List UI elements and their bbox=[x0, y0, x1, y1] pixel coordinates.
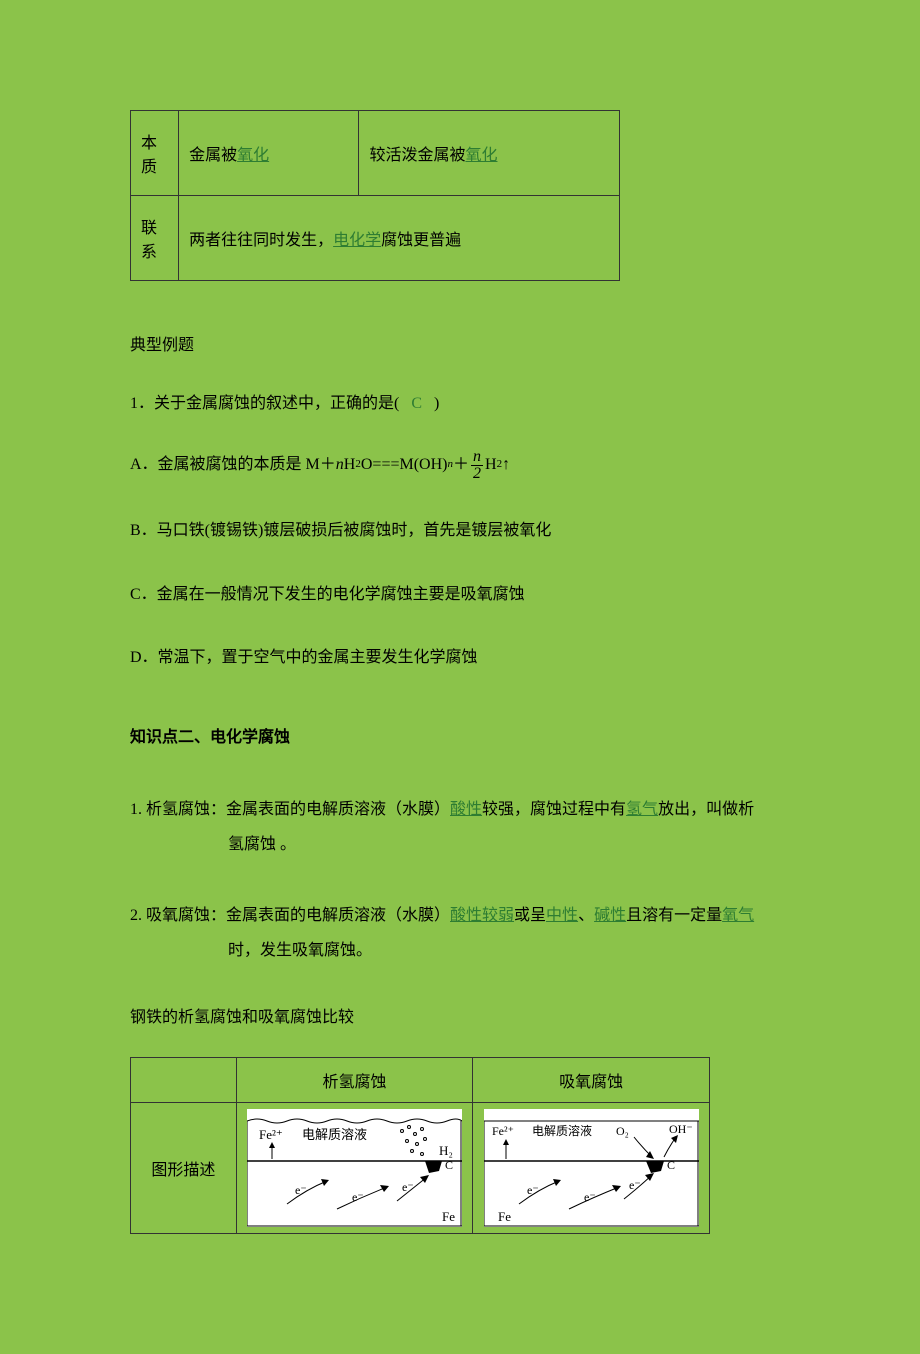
formula-h2: H bbox=[485, 451, 497, 480]
svg-text:e⁻: e⁻ bbox=[527, 1183, 539, 1197]
diagram-svg: Fe²⁺ 电解质溶液 O₂ OH⁻ bbox=[484, 1109, 699, 1227]
formula-text: O===M(OH) bbox=[361, 451, 448, 480]
hydrogen-evolution-diagram: Fe²⁺ 电解质溶液 H₂ bbox=[247, 1109, 462, 1227]
option-a: A．金属被腐蚀的本质是 M＋nH2O===M(OH)n＋n2H2↑ bbox=[130, 449, 790, 482]
essence-table: 本质 金属被氧化 较活泼金属被氧化 联系 两者往往同时发生，电化学腐蚀更普遍 bbox=[130, 110, 620, 281]
knowledge-point-2-heading: 知识点二、电化学腐蚀 bbox=[130, 723, 790, 747]
row-label: 联系 bbox=[131, 196, 179, 281]
question-suffix: ) bbox=[434, 395, 439, 412]
svg-text:O₂: O₂ bbox=[616, 1124, 629, 1138]
svg-text:Fe²⁺: Fe²⁺ bbox=[259, 1127, 283, 1142]
subsection-title: 钢铁的析氢腐蚀和吸氧腐蚀比较 bbox=[130, 1003, 790, 1027]
highlight-text: 碱性 bbox=[594, 907, 626, 924]
svg-text:Fe: Fe bbox=[498, 1209, 511, 1224]
question-1: 1．关于金属腐蚀的叙述中，正确的是( C ) bbox=[130, 390, 790, 419]
option-text: A．金属被腐蚀的本质是 M＋ bbox=[130, 451, 336, 480]
option-b: B．马口铁(镀锡铁)镀层破损后被腐蚀时，首先是镀层被氧化 bbox=[130, 517, 790, 546]
cell-text: 腐蚀更普遍 bbox=[381, 232, 461, 249]
svg-text:e⁻: e⁻ bbox=[629, 1178, 641, 1192]
svg-text:Fe²⁺: Fe²⁺ bbox=[492, 1124, 514, 1138]
item-text: 、 bbox=[578, 907, 594, 924]
highlight-text: 中性 bbox=[546, 907, 578, 924]
diagram-a-cell: Fe²⁺ 电解质溶液 H₂ bbox=[236, 1102, 473, 1233]
formula-h: H bbox=[344, 451, 356, 480]
diagram-b-cell: Fe²⁺ 电解质溶液 O₂ OH⁻ bbox=[473, 1102, 710, 1233]
fraction-den: 2 bbox=[471, 466, 483, 482]
table-row: 本质 金属被氧化 较活泼金属被氧化 bbox=[131, 111, 620, 196]
row-label: 本质 bbox=[131, 111, 179, 196]
highlight-text: 电化学 bbox=[333, 232, 381, 249]
cell-text: 较活泼金属被 bbox=[369, 147, 465, 164]
fraction: n2 bbox=[471, 449, 483, 482]
header-a: 析氢腐蚀 bbox=[236, 1057, 473, 1102]
svg-text:电解质溶液: 电解质溶液 bbox=[532, 1123, 592, 1138]
svg-text:e⁻: e⁻ bbox=[402, 1180, 414, 1194]
table-header-row: 析氢腐蚀 吸氧腐蚀 bbox=[131, 1057, 710, 1102]
question-text: 1．关于金属腐蚀的叙述中，正确的是( bbox=[130, 395, 399, 412]
up-arrow: ↑ bbox=[502, 451, 510, 480]
item-text: 析氢腐蚀：金属表面的电解质溶液（水膜） bbox=[146, 801, 450, 818]
cell-text: 金属被 bbox=[189, 147, 237, 164]
item-continuation: 时，发生吸氧腐蚀。 bbox=[130, 933, 790, 968]
svg-text:电解质溶液: 电解质溶液 bbox=[302, 1127, 367, 1142]
comparison-table: 析氢腐蚀 吸氧腐蚀 图形描述 Fe²⁺ bbox=[130, 1057, 710, 1234]
answer-letter: C bbox=[411, 395, 422, 412]
var-n: n bbox=[336, 451, 344, 480]
svg-text:e⁻: e⁻ bbox=[295, 1183, 307, 1197]
essence-cell-1: 金属被氧化 bbox=[179, 111, 359, 196]
item-num: 1. bbox=[130, 801, 142, 818]
highlight-text: 氢气 bbox=[626, 801, 658, 818]
diagram-svg: Fe²⁺ 电解质溶液 H₂ bbox=[247, 1109, 462, 1227]
item-text: 且溶有一定量 bbox=[626, 907, 722, 924]
cell-text: 两者往往同时发生， bbox=[189, 232, 333, 249]
option-d: D．常温下，置于空气中的金属主要发生化学腐蚀 bbox=[130, 644, 790, 673]
svg-text:e⁻: e⁻ bbox=[352, 1190, 364, 1204]
highlight-text: 酸性 bbox=[450, 801, 482, 818]
highlight-text: 氧化 bbox=[465, 147, 497, 164]
highlight-text: 酸性较弱 bbox=[450, 907, 514, 924]
item-num: 2. bbox=[130, 907, 142, 924]
svg-text:Fe: Fe bbox=[442, 1209, 455, 1224]
document-content: 本质 金属被氧化 较活泼金属被氧化 联系 两者往往同时发生，电化学腐蚀更普遍 典… bbox=[0, 0, 920, 1354]
row-label: 图形描述 bbox=[131, 1102, 237, 1233]
plus-sign: ＋ bbox=[453, 451, 469, 480]
fraction-num: n bbox=[471, 449, 483, 466]
essence-cell-2: 较活泼金属被氧化 bbox=[359, 111, 620, 196]
svg-text:C: C bbox=[445, 1158, 453, 1172]
relation-cell: 两者往往同时发生，电化学腐蚀更普遍 bbox=[179, 196, 620, 281]
svg-text:C: C bbox=[667, 1158, 675, 1172]
item-2: 2. 吸氧腐蚀：金属表面的电解质溶液（水膜）酸性较弱或呈中性、碱性且溶有一定量氧… bbox=[130, 898, 790, 968]
item-text: 吸氧腐蚀：金属表面的电解质溶液（水膜） bbox=[146, 907, 450, 924]
item-continuation: 氢腐蚀 。 bbox=[130, 827, 790, 862]
option-c: C．金属在一般情况下发生的电化学腐蚀主要是吸氧腐蚀 bbox=[130, 581, 790, 610]
table-row: 联系 两者往往同时发生，电化学腐蚀更普遍 bbox=[131, 196, 620, 281]
item-text: 放出，叫做析 bbox=[658, 801, 754, 818]
table-row: 图形描述 Fe²⁺ 电解质溶液 bbox=[131, 1102, 710, 1233]
example-heading: 典型例题 bbox=[130, 331, 790, 355]
svg-text:H₂: H₂ bbox=[439, 1143, 453, 1158]
svg-text:e⁻: e⁻ bbox=[584, 1190, 596, 1204]
highlight-text: 氧气 bbox=[722, 907, 754, 924]
highlight-text: 氧化 bbox=[237, 147, 269, 164]
item-1: 1. 析氢腐蚀：金属表面的电解质溶液（水膜）酸性较强，腐蚀过程中有氢气放出，叫做… bbox=[130, 792, 790, 862]
item-text: 或呈 bbox=[514, 907, 546, 924]
item-text: 较强，腐蚀过程中有 bbox=[482, 801, 626, 818]
oxygen-absorption-diagram: Fe²⁺ 电解质溶液 O₂ OH⁻ bbox=[484, 1109, 699, 1227]
header-b: 吸氧腐蚀 bbox=[473, 1057, 710, 1102]
svg-text:OH⁻: OH⁻ bbox=[669, 1122, 693, 1136]
empty-header bbox=[131, 1057, 237, 1102]
